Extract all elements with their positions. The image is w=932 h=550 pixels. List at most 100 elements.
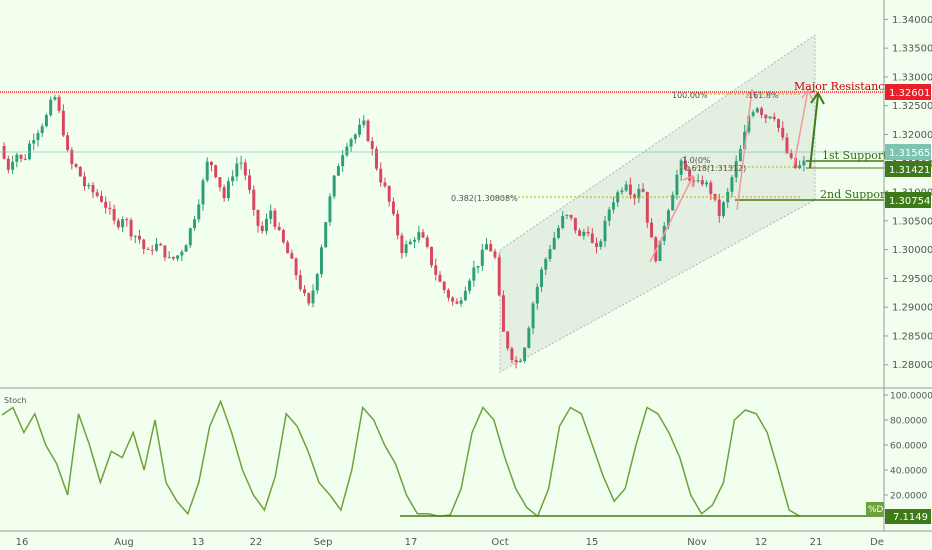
stoch-tick-label: 40.0000 <box>890 467 927 477</box>
candle-body <box>785 137 789 154</box>
candle-body <box>789 153 793 158</box>
candle-body <box>540 269 544 287</box>
candle-body <box>320 247 323 275</box>
candle-body <box>802 160 806 166</box>
candle-body <box>311 290 315 304</box>
price-tick-label: 1.33000 <box>892 72 932 83</box>
candle-body <box>252 189 256 210</box>
candle-body <box>349 139 353 147</box>
time-tick-label: 12 <box>755 537 768 548</box>
candle-body <box>307 293 311 304</box>
measure-arrow-2 <box>736 89 753 211</box>
stoch-axis[interactable]: 100.0000 80.0000 60.0000 40.0000 20.0000 <box>884 392 932 502</box>
resistance-price-text: 1.32601 <box>889 88 930 99</box>
candle-body <box>167 256 171 258</box>
candle-body <box>116 220 120 228</box>
current-price-badge-bg <box>885 144 931 160</box>
candle-body <box>518 361 522 363</box>
candle-body <box>78 166 82 177</box>
candle-body <box>400 235 404 254</box>
time-tick-label: 16 <box>16 537 29 548</box>
current-price-text: 1.31565 <box>889 148 930 159</box>
candle-body <box>531 303 535 329</box>
candle-body <box>362 120 366 125</box>
time-axis[interactable]: 16 Aug 13 22 Sep 17 Oct 15 Nov 12 21 De <box>16 537 884 548</box>
candle-body <box>535 286 539 304</box>
candle-body <box>375 148 378 169</box>
stoch-title: Stoch <box>4 396 27 405</box>
candle-body <box>523 347 527 362</box>
stoch-line <box>1 399 801 518</box>
candle-body <box>83 176 86 187</box>
candle-body <box>501 295 505 332</box>
candlestick-series <box>2 94 806 369</box>
candle-body <box>722 202 725 216</box>
candle-body <box>298 275 302 290</box>
candle-body <box>476 265 480 268</box>
candle-body <box>425 237 429 247</box>
candle-body <box>150 249 154 251</box>
candle-body <box>666 210 670 226</box>
candle-body <box>315 274 319 291</box>
candle-body <box>709 182 713 194</box>
time-tick-label: Nov <box>687 537 707 548</box>
candle-body <box>764 114 768 119</box>
candle-body <box>209 161 213 166</box>
candle-body <box>353 134 357 140</box>
candle-body <box>446 289 450 298</box>
candle-body <box>586 231 590 234</box>
time-tick-label: 17 <box>405 537 418 548</box>
candle-body <box>214 165 218 178</box>
time-tick-label: Sep <box>314 537 333 548</box>
candle-body <box>6 158 10 170</box>
candle-body <box>506 331 510 349</box>
candle-body <box>49 99 53 116</box>
candle-body <box>19 154 23 159</box>
measure-arrowhead-3 <box>801 88 813 100</box>
candle-body <box>91 184 95 193</box>
price-panel[interactable]: Major Resistance 1st Support 2nd Support… <box>0 34 891 373</box>
candle-body <box>387 186 391 202</box>
candle-body <box>303 289 307 294</box>
candle-body <box>44 115 48 127</box>
candle-body <box>205 161 209 181</box>
candle-body <box>688 169 692 181</box>
candle-body <box>777 119 780 128</box>
target-arrow-head <box>810 91 825 105</box>
fib-100-label: 100.00% <box>672 91 708 100</box>
support1-price-badge: 1.31421 <box>885 161 931 177</box>
candle-body <box>256 209 260 226</box>
candle-body <box>11 161 15 170</box>
candle-body <box>768 116 772 119</box>
fib-1000b-label: 1.0(0% <box>682 156 711 165</box>
candle-body <box>286 242 290 254</box>
candle-body <box>159 243 163 246</box>
candle-body <box>121 219 125 228</box>
candle-body <box>66 135 70 150</box>
price-tick-label: 1.33500 <box>892 44 932 55</box>
stoch-panel[interactable]: Stoch <box>1 396 884 518</box>
candle-body <box>793 157 797 169</box>
candle-body <box>379 168 383 183</box>
candle-body <box>235 163 239 177</box>
candle-body <box>74 164 78 167</box>
candle-body <box>57 97 61 111</box>
price-tick-label: 1.32500 <box>892 101 932 112</box>
stoch-tick-label: 100.0000 <box>890 392 932 402</box>
candle-body <box>70 149 74 165</box>
candle-body <box>705 182 709 185</box>
candle-body <box>781 127 785 138</box>
candle-body <box>497 257 501 296</box>
candle-body <box>421 232 425 238</box>
time-tick-label: Oct <box>491 537 508 548</box>
support2-price-text: 1.30754 <box>889 196 930 207</box>
fib-top-label: 161.8% <box>748 91 779 100</box>
candle-body <box>188 228 192 246</box>
candle-body <box>201 180 205 205</box>
candle-body <box>417 232 421 240</box>
candle-body <box>129 220 133 237</box>
price-tick-label: 1.28000 <box>892 360 932 371</box>
candle-body <box>772 116 776 120</box>
target-arrow-shaft <box>809 94 819 169</box>
